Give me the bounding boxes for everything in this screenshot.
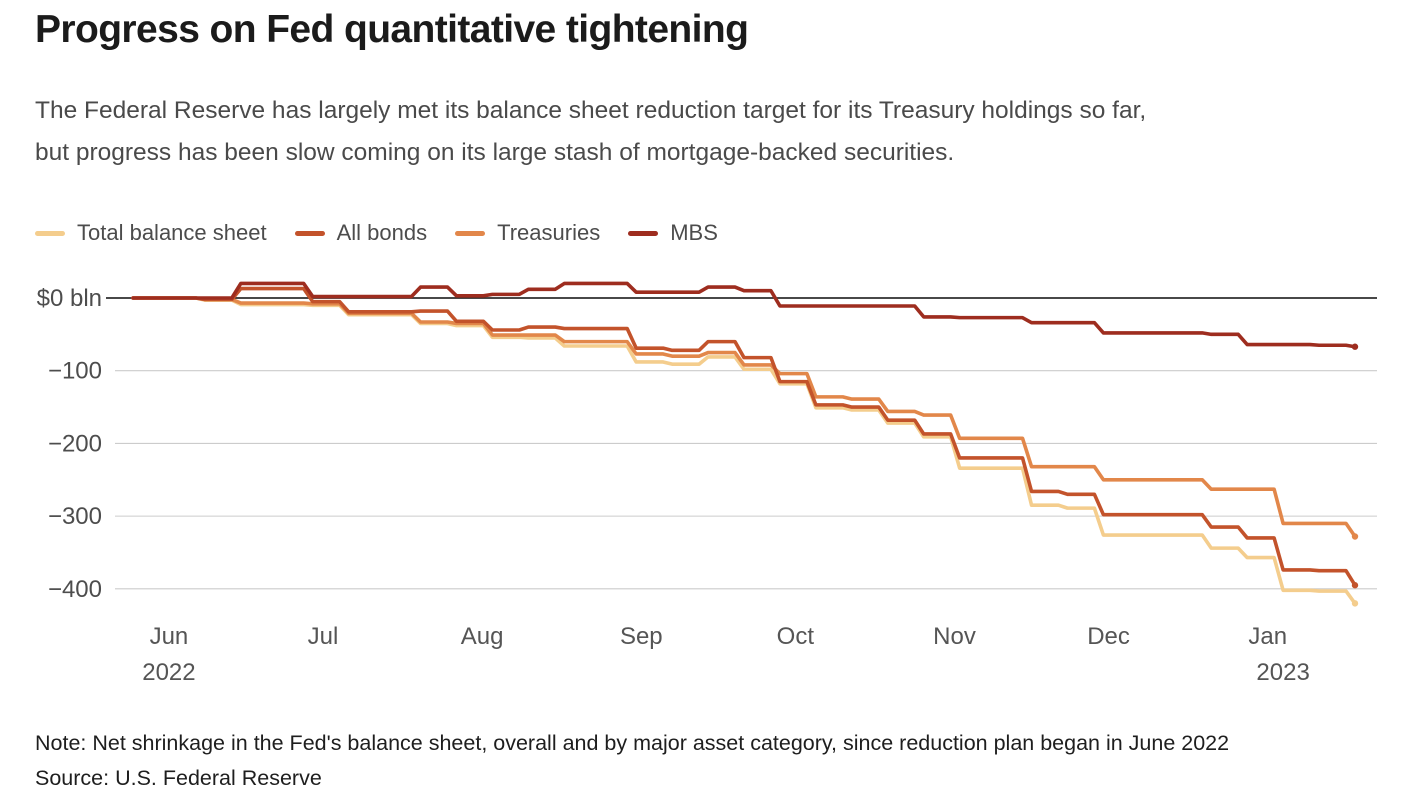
series-end-dot-treasuries	[1351, 533, 1359, 540]
x-month-label: Dec	[1087, 623, 1130, 650]
chart-legend: Total balance sheet All bonds Treasuries MB…	[35, 220, 718, 246]
series-end-dot-total-balance-sheet	[1351, 600, 1359, 607]
series-line-mbs	[131, 281, 1357, 349]
legend-label: All bonds	[336, 220, 428, 245]
legend-swatch-total-balance-sheet	[35, 230, 65, 236]
legend-item-total-balance-sheet: Total balance sheet	[35, 220, 267, 246]
x-month-label: Sep	[620, 623, 663, 650]
legend-label: Total balance sheet	[77, 220, 267, 245]
x-month-label: Jan	[1248, 623, 1287, 650]
x-month-label: Jun	[150, 623, 189, 650]
y-tick-label: −100	[48, 358, 102, 385]
y-tick-label: −300	[48, 503, 102, 530]
series-end-dot-all-bonds	[1351, 582, 1359, 589]
x-year-label: 2023	[1256, 659, 1309, 686]
legend-swatch-mbs	[628, 230, 659, 236]
legend-label: MBS	[670, 220, 718, 245]
legend-swatch-all-bonds	[294, 230, 325, 236]
subtitle-line-1: The Federal Reserve has largely met its …	[35, 97, 1147, 124]
x-month-label: Aug	[461, 623, 504, 650]
x-month-label: Nov	[933, 623, 976, 650]
chart-subtitle: The Federal Reserve has largely met its …	[35, 90, 1146, 174]
series-line-total-balance-sheet	[131, 296, 1357, 606]
x-month-label: Oct	[777, 623, 815, 650]
y-tick-label: −400	[48, 576, 102, 603]
legend-item-treasuries: Treasuries	[455, 220, 600, 246]
x-month-label: Jul	[308, 623, 339, 650]
y-tick-label: $0 bln	[37, 285, 102, 312]
legend-swatch-treasuries	[455, 230, 486, 236]
legend-item-all-bonds: All bonds	[294, 220, 428, 246]
series-end-dot-mbs	[1351, 343, 1359, 350]
chart-source: Source: U.S. Federal Reserve	[35, 766, 322, 790]
subtitle-line-2: but progress has been slow coming on its…	[35, 139, 955, 166]
legend-item-mbs: MBS	[628, 220, 718, 246]
y-tick-label: −200	[48, 430, 102, 457]
series-line-all-bonds	[131, 286, 1357, 588]
x-year-label: 2022	[142, 659, 195, 686]
chart-note: Note: Net shrinkage in the Fed's balance…	[35, 731, 1230, 755]
legend-label: Treasuries	[497, 220, 601, 245]
page-title: Progress on Fed quantitative tightening	[35, 8, 749, 51]
